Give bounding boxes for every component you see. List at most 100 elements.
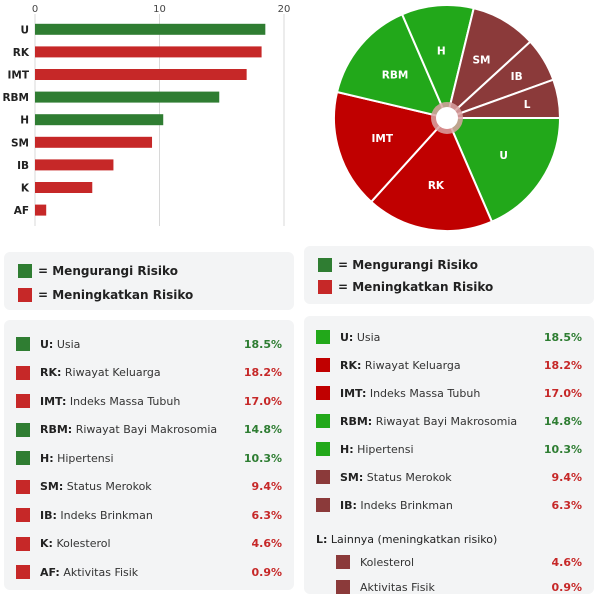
right-factor-table: L: Lainnya (meningkatkan risiko) U: Usia… xyxy=(304,316,594,594)
factor-row: RBM: Riwayat Bayi Makrosomia 14.8% xyxy=(16,422,282,438)
pie-slice xyxy=(445,117,562,224)
x-tick-label: 0 xyxy=(32,4,38,15)
factor-percent: 18.2% xyxy=(543,358,582,372)
factor-abbr: IB: xyxy=(40,508,57,522)
factor-percent: 17.0% xyxy=(243,394,282,408)
factor-abbr: IB: xyxy=(340,498,357,512)
factor-label: Kolesterol xyxy=(360,555,415,569)
factor-percent: 0.9% xyxy=(251,565,282,579)
factor-name: Aktivitas Fisik xyxy=(360,581,551,594)
factor-row: AF: Aktivitas Fisik 0.9% xyxy=(16,564,282,580)
bar xyxy=(35,136,153,148)
factor-row: RBM: Riwayat Bayi Makrosomia 14.8% xyxy=(316,413,582,429)
risk-factor-pie-chart: U RK IMT RBM H SM IB L xyxy=(333,4,562,232)
factor-percent: 6.3% xyxy=(551,498,582,512)
factor-percent: 10.3% xyxy=(543,442,582,456)
bar xyxy=(35,23,266,35)
factor-abbr: H: xyxy=(340,442,354,456)
factor-row: SM: Status Merokok 9.4% xyxy=(316,469,582,485)
factor-name: RBM: Riwayat Bayi Makrosomia xyxy=(340,415,544,428)
factor-swatch xyxy=(336,580,350,594)
factor-row: IMT: Indeks Massa Tubuh 17.0% xyxy=(316,385,582,401)
factor-name: RBM: Riwayat Bayi Makrosomia xyxy=(40,423,244,436)
factor-label: Status Merokok xyxy=(66,480,152,493)
y-tick-label: RK xyxy=(13,47,30,59)
factor-swatch xyxy=(316,470,330,484)
factor-row: SM: Status Merokok 9.4% xyxy=(16,479,282,495)
factor-label: Aktivitas Fisik xyxy=(360,580,435,594)
factor-percent: 9.4% xyxy=(251,480,282,493)
factor-label: Indeks Massa Tubuh xyxy=(69,394,181,408)
legend-increase-swatch xyxy=(318,280,332,294)
factor-percent: 4.6% xyxy=(251,537,282,550)
factor-percent: 4.6% xyxy=(551,555,582,569)
factor-name: IB: Indeks Brinkman xyxy=(340,499,551,512)
factor-label: Status Merokok xyxy=(366,470,452,484)
factor-abbr: H: xyxy=(40,451,54,465)
pie-slice xyxy=(369,116,494,232)
factor-swatch xyxy=(336,555,350,569)
factor-row: H: Hipertensi 10.3% xyxy=(16,450,282,466)
x-tick-label: 20 xyxy=(278,4,291,15)
factor-abbr: IMT: xyxy=(40,394,67,408)
factor-name: IMT: Indeks Massa Tubuh xyxy=(340,387,544,400)
factor-abbr: K: xyxy=(40,537,53,550)
factor-label: Usia xyxy=(356,330,381,344)
bar xyxy=(35,182,93,193)
others-text: Lainnya (meningkatkan risiko) xyxy=(330,533,498,546)
pie-slice xyxy=(335,12,449,120)
factor-name: IB: Indeks Brinkman xyxy=(40,509,251,522)
y-tick-label: H xyxy=(20,115,29,127)
left-legend-panel: = Mengurangi Risiko = Meningkatkan Risik… xyxy=(4,252,294,310)
factor-abbr: RK: xyxy=(340,358,362,372)
factor-label: Aktivitas Fisik xyxy=(63,565,139,579)
factor-name: U: Usia xyxy=(340,331,544,344)
legend-reduce-swatch xyxy=(18,264,32,278)
factor-label: Hipertensi xyxy=(357,442,414,456)
factor-row: IB: Indeks Brinkman 6.3% xyxy=(316,497,582,513)
factor-percent: 10.3% xyxy=(243,451,282,465)
factor-row: U: Usia 18.5% xyxy=(16,336,282,352)
factor-swatch xyxy=(16,451,30,465)
factor-abbr: RK: xyxy=(40,366,62,379)
factor-row: IB: Indeks Brinkman 6.3% xyxy=(16,507,282,523)
factor-abbr: RBM: xyxy=(340,414,373,428)
factor-row: Kolesterol 4.6% xyxy=(336,554,582,570)
pie-slice-label: IB xyxy=(511,71,523,83)
factor-row: RK: Riwayat Keluarga 18.2% xyxy=(316,357,582,373)
right-legend-panel: = Mengurangi Risiko = Meningkatkan Risik… xyxy=(304,246,594,304)
factor-label: Riwayat Keluarga xyxy=(364,358,461,372)
factor-name: H: Hipertensi xyxy=(40,452,244,465)
factor-swatch xyxy=(16,536,30,551)
legend-increase: = Meningkatkan Risiko xyxy=(318,280,493,294)
legend-reduce-label: = Mengurangi Risiko xyxy=(338,258,478,272)
factor-name: H: Hipertensi xyxy=(340,443,544,456)
factor-label: Indeks Brinkman xyxy=(60,508,153,522)
pie-slice xyxy=(446,78,562,119)
factor-percent: 6.3% xyxy=(251,508,282,522)
pie-slice-label: SM xyxy=(473,55,491,67)
factor-name: AF: Aktivitas Fisik xyxy=(40,566,251,579)
risk-factor-bar-chart: 0 10 20 U RK IMT RBM H SM IB K AF xyxy=(2,4,291,226)
y-tick-label: U xyxy=(20,24,29,36)
factor-label: Riwayat Keluarga xyxy=(64,366,161,379)
pie-slice-label: U xyxy=(499,150,508,162)
factor-label: Riwayat Bayi Makrosomia xyxy=(375,414,518,428)
legend-reduce: = Mengurangi Risiko xyxy=(18,264,178,278)
pie-slice-label: L xyxy=(524,99,531,111)
bar xyxy=(35,91,220,103)
legend-increase-label: = Meningkatkan Risiko xyxy=(338,280,494,294)
factor-name: U: Usia xyxy=(40,338,244,351)
y-tick-label: K xyxy=(21,183,30,195)
others-abbr: L: xyxy=(316,533,328,546)
factor-swatch xyxy=(16,479,30,494)
legend-increase: = Meningkatkan Risiko xyxy=(18,288,193,302)
factor-abbr: SM: xyxy=(340,470,364,484)
factor-name: SM: Status Merokok xyxy=(340,471,551,484)
bar xyxy=(35,46,262,58)
factor-row: IMT: Indeks Massa Tubuh 17.0% xyxy=(16,393,282,409)
y-tick-label: AF xyxy=(14,205,29,217)
factor-label: Kolesterol xyxy=(56,537,111,550)
factor-abbr: RBM: xyxy=(40,423,73,436)
factor-row: RK: Riwayat Keluarga 18.2% xyxy=(16,365,282,381)
